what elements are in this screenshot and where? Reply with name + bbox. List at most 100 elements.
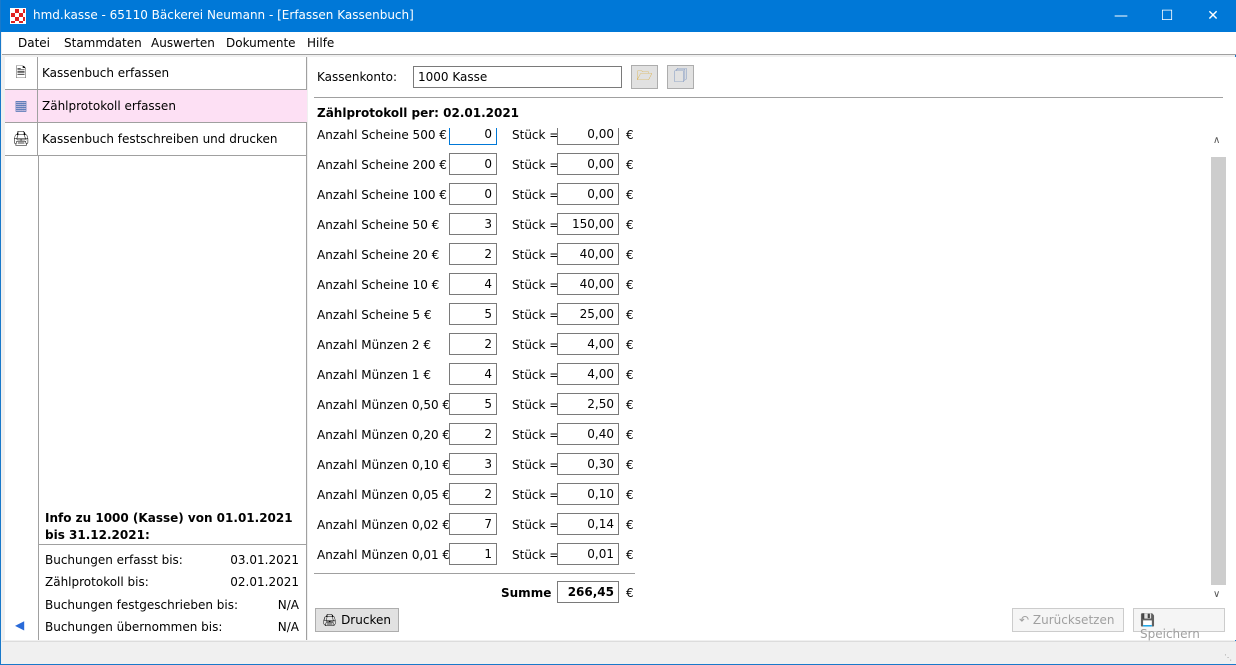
info-value: N/A xyxy=(277,620,299,634)
window-title: hmd.kasse - 65110 Bäckerei Neumann - [Er… xyxy=(33,8,414,22)
nav-zaehlprotokoll-erfassen[interactable]: ▦ Zählprotokoll erfassen xyxy=(5,90,307,123)
scroll-up-icon[interactable]: ∧ xyxy=(1213,135,1221,146)
close-button[interactable]: ✕ xyxy=(1207,8,1219,24)
denomination-label: Anzahl Scheine 200 € xyxy=(317,158,447,172)
quantity-input[interactable]: 2 xyxy=(449,423,497,445)
quantity-input[interactable]: 3 xyxy=(449,453,497,475)
count-row: Anzahl Scheine 50 € 3 Stück = 150,00 € xyxy=(308,212,648,242)
denomination-label: Anzahl Scheine 20 € xyxy=(317,248,440,262)
title-bar: hmd.kasse - 65110 Bäckerei Neumann - [Er… xyxy=(1,0,1236,32)
quantity-input[interactable]: 3 xyxy=(449,213,497,235)
stueck-label: Stück = xyxy=(512,338,560,352)
stueck-label: Stück = xyxy=(512,188,560,202)
menu-dokumente[interactable]: Dokumente xyxy=(226,36,296,50)
stueck-label: Stück = xyxy=(512,158,560,172)
vertical-scrollbar[interactable]: ∧ ∨ xyxy=(1211,135,1226,605)
denomination-label: Anzahl Münzen 0,10 € xyxy=(317,458,451,472)
undo-icon: ↶ xyxy=(1019,613,1030,627)
denomination-label: Anzahl Scheine 500 € xyxy=(317,128,447,142)
denomination-label: Anzahl Scheine 50 € xyxy=(317,218,440,232)
quantity-input[interactable]: 2 xyxy=(449,483,497,505)
menu-hilfe[interactable]: Hilfe xyxy=(307,36,335,50)
nav-label: Zählprotokoll erfassen xyxy=(42,99,176,113)
stueck-label: Stück = xyxy=(512,398,560,412)
amount-value: 2,50 xyxy=(557,393,619,415)
kassenkonto-input[interactable]: 1000 Kasse xyxy=(413,66,622,88)
nav-kassenbuch-erfassen[interactable]: 🗎 Kassenbuch erfassen xyxy=(5,57,307,90)
new-document-icon: 🗎 xyxy=(5,57,38,89)
menu-auswerten[interactable]: Auswerten xyxy=(151,36,215,50)
quantity-input[interactable]: 0 xyxy=(449,128,497,145)
nav-kassenbuch-festschreiben[interactable]: 🖨 Kassenbuch festschreiben und drucken xyxy=(5,123,307,156)
currency-label: € xyxy=(626,368,634,382)
amount-value: 0,40 xyxy=(557,423,619,445)
quantity-input[interactable]: 4 xyxy=(449,273,497,295)
amount-value: 25,00 xyxy=(557,303,619,325)
sum-label: Summe xyxy=(501,586,552,600)
currency-label: € xyxy=(626,308,634,322)
open-folder-button[interactable]: 🗁 xyxy=(631,65,658,89)
currency-label: € xyxy=(626,398,634,412)
denomination-label: Anzahl Münzen 1 € xyxy=(317,368,431,382)
stueck-label: Stück = xyxy=(512,128,560,142)
main-panel: Kassenkonto: 1000 Kasse 🗁 🗍 Zählprotokol… xyxy=(308,57,1236,641)
stueck-label: Stück = xyxy=(512,248,560,262)
scroll-down-icon[interactable]: ∨ xyxy=(1213,589,1221,600)
resize-grip-icon[interactable]: ⋱ xyxy=(1224,653,1232,662)
quantity-input[interactable]: 5 xyxy=(449,393,497,415)
currency-label: € xyxy=(626,128,634,142)
account-details-button[interactable]: 🗍 xyxy=(667,65,694,89)
count-rows-area: Anzahl Scheine 500 € 0 Stück = 0,00 € Anz… xyxy=(308,128,1228,601)
scrollbar-thumb[interactable] xyxy=(1211,157,1226,585)
quantity-input[interactable]: 0 xyxy=(449,183,497,205)
info-row: Zählprotokoll bis: 02.01.2021 xyxy=(45,575,299,589)
zaehlprotokoll-heading: Zählprotokoll per: 02.01.2021 xyxy=(317,106,520,120)
sum-currency: € xyxy=(626,586,634,600)
info-value: 03.01.2021 xyxy=(230,553,299,567)
count-row: Anzahl Münzen 2 € 2 Stück = 4,00 € xyxy=(308,332,648,362)
stueck-label: Stück = xyxy=(512,368,560,382)
printer-icon: 🖨 xyxy=(5,123,38,155)
quantity-input[interactable]: 2 xyxy=(449,333,497,355)
currency-label: € xyxy=(626,338,634,352)
kassenkonto-label: Kassenkonto: xyxy=(317,70,398,84)
save-label: Speichern xyxy=(1140,627,1200,641)
nav-label: Kassenbuch festschreiben und drucken xyxy=(42,132,278,146)
stueck-label: Stück = xyxy=(512,518,560,532)
amount-value: 0,00 xyxy=(557,128,619,145)
denomination-label: Anzahl Scheine 100 € xyxy=(317,188,447,202)
divider xyxy=(314,573,635,574)
quantity-input[interactable]: 4 xyxy=(449,363,497,385)
collapse-arrow-icon[interactable]: ◀ xyxy=(15,618,25,632)
minimize-button[interactable]: — xyxy=(1114,8,1128,24)
amount-value: 4,00 xyxy=(557,363,619,385)
divider xyxy=(39,544,307,545)
info-label: Buchungen erfasst bis: xyxy=(45,553,183,567)
divider xyxy=(314,97,1223,98)
amount-value: 4,00 xyxy=(557,333,619,355)
currency-label: € xyxy=(626,428,634,442)
count-row: Anzahl Scheine 500 € 0 Stück = 0,00 € xyxy=(308,128,648,152)
print-button[interactable]: 🖨 Drucken xyxy=(315,608,399,632)
menu-datei[interactable]: Datei xyxy=(18,36,51,50)
menu-stammdaten[interactable]: Stammdaten xyxy=(64,36,142,50)
stueck-label: Stück = xyxy=(512,548,560,562)
currency-label: € xyxy=(626,518,634,532)
quantity-input[interactable]: 2 xyxy=(449,243,497,265)
reset-button[interactable]: ↶ Zurücksetzen xyxy=(1012,608,1124,632)
info-value: 02.01.2021 xyxy=(230,575,299,589)
amount-value: 0,10 xyxy=(557,483,619,505)
currency-label: € xyxy=(626,188,634,202)
quantity-input[interactable]: 7 xyxy=(449,513,497,535)
quantity-input[interactable]: 0 xyxy=(449,153,497,175)
quantity-input[interactable]: 5 xyxy=(449,303,497,325)
nav-label: Kassenbuch erfassen xyxy=(42,66,170,80)
count-row: Anzahl Scheine 20 € 2 Stück = 40,00 € xyxy=(308,242,648,272)
info-title: Info zu 1000 (Kasse) von 01.01.2021 bis … xyxy=(45,511,293,542)
denomination-label: Anzahl Münzen 0,05 € xyxy=(317,488,451,502)
maximize-button[interactable]: ☐ xyxy=(1160,8,1174,24)
amount-value: 0,14 xyxy=(557,513,619,535)
quantity-input[interactable]: 1 xyxy=(449,543,497,565)
amount-value: 40,00 xyxy=(557,243,619,265)
save-button[interactable]: 💾 Speichern xyxy=(1133,608,1225,641)
